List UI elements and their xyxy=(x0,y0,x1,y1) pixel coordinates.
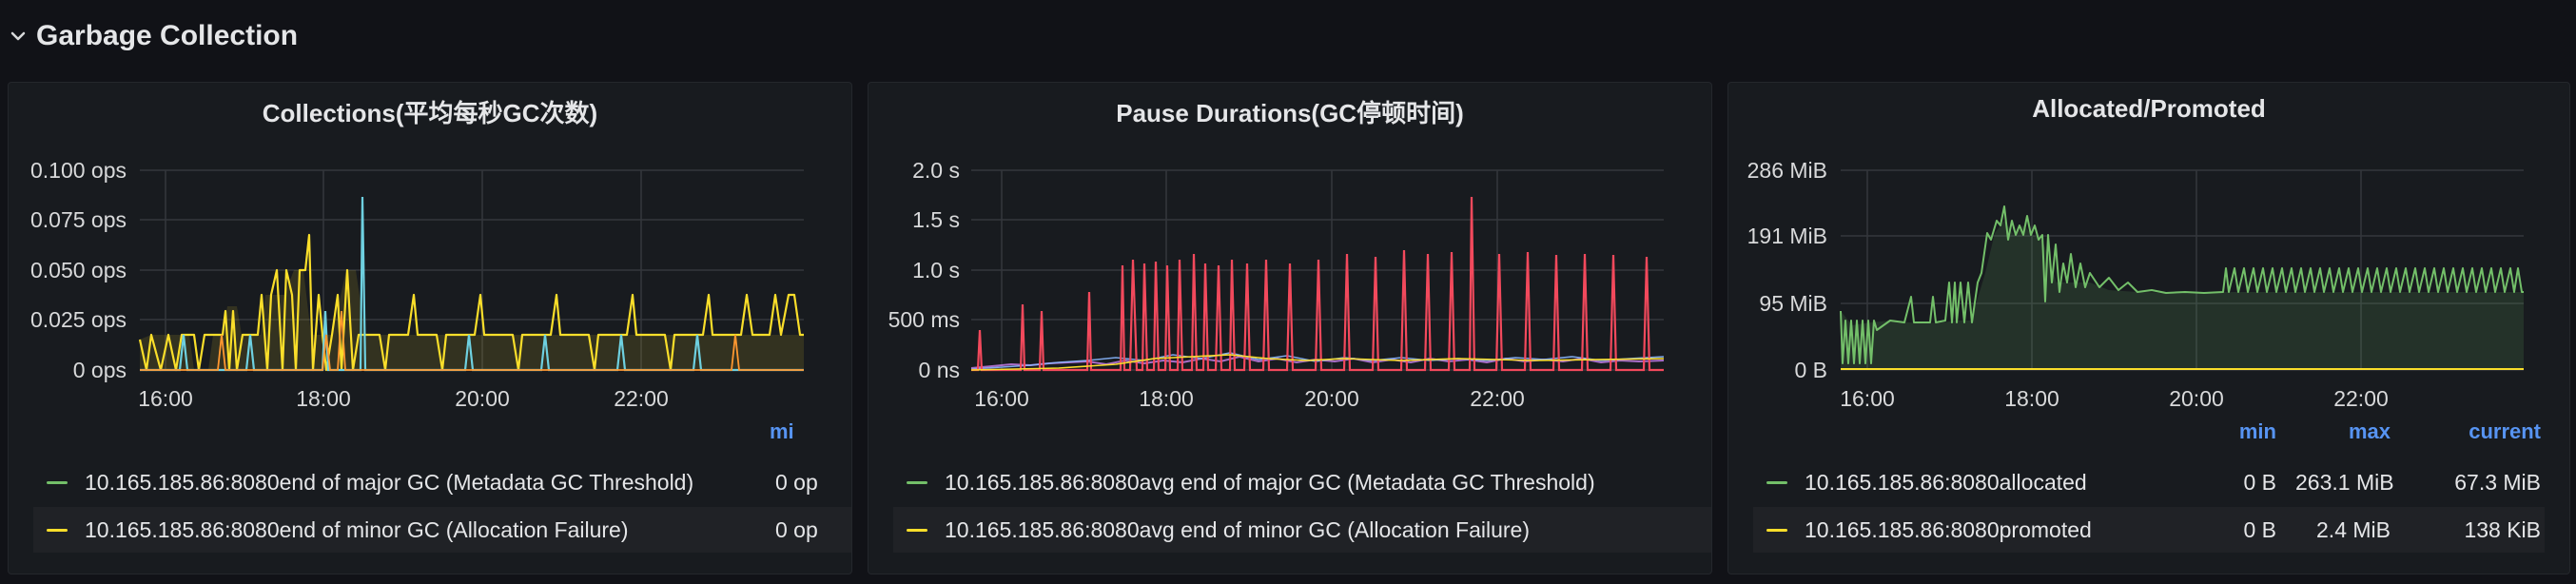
legend-label: 10.165.185.86:8080avg end of minor GC (A… xyxy=(945,516,1530,542)
x-axis: 16:00 18:00 20:00 22:00 xyxy=(138,386,669,411)
legend-header: mi xyxy=(9,419,851,448)
legend-label: 10.165.185.86:8080end of minor GC (Alloc… xyxy=(85,516,629,542)
x-tick-label: 18:00 xyxy=(1139,386,1194,411)
legend-header-max[interactable]: max xyxy=(2348,419,2391,443)
legend-current-value: 138 KiB xyxy=(2464,517,2541,542)
series-lines xyxy=(1840,205,2524,370)
legend-header: min max current xyxy=(1728,419,2569,448)
y-axis: 0.100 ops 0.075 ops 0.050 ops 0.025 ops … xyxy=(30,158,127,382)
legend-min-value: 0 op xyxy=(775,470,818,495)
y-tick-label: 95 MiB xyxy=(1759,291,1827,316)
x-tick-label: 18:00 xyxy=(296,386,351,411)
y-axis: 286 MiB 191 MiB 95 MiB 0 B xyxy=(1747,158,1827,382)
graph-allocated-promoted[interactable]: 286 MiB 191 MiB 95 MiB 0 B 16:00 18:00 2… xyxy=(1728,83,2569,411)
panel-title[interactable]: Collections(平均每秒GC次数) xyxy=(262,99,598,127)
x-tick-label: 22:00 xyxy=(1470,386,1525,411)
y-tick-label: 0.100 ops xyxy=(30,158,127,183)
y-tick-label: 0.025 ops xyxy=(30,307,127,332)
legend-header-min[interactable]: min xyxy=(2238,419,2276,443)
x-tick-label: 20:00 xyxy=(455,386,510,411)
y-tick-label: 0 ops xyxy=(73,358,127,382)
legend-item[interactable]: 10.165.185.86:8080avg end of major GC (M… xyxy=(893,459,1711,505)
legend-label: 10.165.185.86:8080avg end of major GC (M… xyxy=(945,469,1595,495)
x-tick-label: 18:00 xyxy=(2004,386,2059,411)
x-tick-label: 16:00 xyxy=(138,386,193,411)
panel-title[interactable]: Allocated/Promoted xyxy=(2032,94,2266,123)
x-tick-label: 22:00 xyxy=(614,386,669,411)
series-line-allocated xyxy=(1840,205,2524,364)
legend-item[interactable]: 10.165.185.86:8080promoted 0 B 2.4 MiB 1… xyxy=(1753,507,2545,553)
legend-min-value: 0 B xyxy=(2243,470,2276,495)
y-axis: 2.0 s 1.5 s 1.0 s 500 ms 0 ns xyxy=(888,158,960,382)
x-tick-label: 22:00 xyxy=(2333,386,2389,411)
panel-allocated-promoted[interactable]: Allocated/Promoted 286 MiB 191 MiB 95 Mi… xyxy=(1727,82,2570,574)
row-title: Garbage Collection xyxy=(36,20,299,51)
y-tick-label: 0 ns xyxy=(919,358,960,382)
panel-collections[interactable]: Collections(平均每秒GC次数) 0.100 ops 0.075 op… xyxy=(8,82,852,574)
legend-label: 10.165.185.86:8080promoted xyxy=(1805,516,2092,542)
series-area-allocated xyxy=(1841,221,2524,370)
x-tick-label: 16:00 xyxy=(1840,386,1895,411)
y-tick-label: 0.050 ops xyxy=(30,258,127,282)
legend-item[interactable]: 10.165.185.86:8080allocated 0 B 263.1 Mi… xyxy=(1753,459,2545,505)
row-header-garbage-collection[interactable]: Garbage Collection xyxy=(10,15,298,57)
legend-item[interactable]: 10.165.185.86:8080end of minor GC (Alloc… xyxy=(33,507,851,553)
series-line-minor-gc xyxy=(138,233,804,372)
y-tick-label: 0.075 ops xyxy=(30,207,127,232)
series-line-yellow xyxy=(970,354,1665,371)
legend-min-value: 0 op xyxy=(775,517,818,542)
graph-pause-durations[interactable]: 2.0 s 1.5 s 1.0 s 500 ms 0 ns 16:00 18:0… xyxy=(868,83,1711,411)
chevron-down-icon[interactable] xyxy=(10,28,27,45)
y-tick-label: 500 ms xyxy=(888,307,960,332)
legend-header-min[interactable]: mi xyxy=(770,419,794,443)
legend-max-value: 2.4 MiB xyxy=(2316,517,2391,542)
series-lines xyxy=(970,196,1665,372)
y-tick-label: 286 MiB xyxy=(1747,158,1827,183)
y-tick-label: 2.0 s xyxy=(912,158,960,183)
x-tick-label: 20:00 xyxy=(2169,386,2224,411)
series-area-minor-gc xyxy=(140,270,804,370)
graph-collections[interactable]: 0.100 ops 0.075 ops 0.050 ops 0.025 ops … xyxy=(9,83,851,411)
panel-pause-durations[interactable]: Pause Durations(GC停顿时间) 2.0 s 1.5 s 1.0 … xyxy=(868,82,1712,574)
legend-label: 10.165.185.86:8080allocated xyxy=(1805,469,2087,495)
legend-header-current[interactable]: current xyxy=(2469,419,2541,443)
y-tick-label: 1.5 s xyxy=(912,207,960,232)
x-tick-label: 20:00 xyxy=(1304,386,1359,411)
legend-swatch xyxy=(1766,480,1787,484)
grid xyxy=(140,169,804,371)
x-tick-label: 16:00 xyxy=(974,386,1029,411)
y-tick-label: 1.0 s xyxy=(912,258,960,282)
x-axis: 16:00 18:00 20:00 22:00 xyxy=(1840,386,2389,411)
series-line-other xyxy=(140,310,804,371)
legend-swatch xyxy=(47,480,68,484)
legend-swatch xyxy=(1766,528,1787,532)
legend-swatch xyxy=(907,480,927,484)
legend-swatch xyxy=(47,528,68,532)
series-line-pause-spikes xyxy=(971,196,1664,372)
legend-item[interactable]: 10.165.185.86:8080end of major GC (Metad… xyxy=(33,459,851,505)
legend-current-value: 67.3 MiB xyxy=(2454,470,2541,495)
legend-min-value: 0 B xyxy=(2243,517,2276,542)
y-tick-label: 191 MiB xyxy=(1747,224,1827,248)
legend-swatch xyxy=(907,528,927,532)
legend-label: 10.165.185.86:8080end of major GC (Metad… xyxy=(85,469,694,495)
series-lines xyxy=(138,196,804,372)
legend-max-value: 263.1 MiB xyxy=(2295,470,2394,495)
panel-title[interactable]: Pause Durations(GC停顿时间) xyxy=(1116,99,1464,127)
legend-item[interactable]: 10.165.185.86:8080avg end of minor GC (A… xyxy=(893,507,1711,553)
y-tick-label: 0 B xyxy=(1794,358,1827,382)
x-axis: 16:00 18:00 20:00 22:00 xyxy=(974,386,1525,411)
